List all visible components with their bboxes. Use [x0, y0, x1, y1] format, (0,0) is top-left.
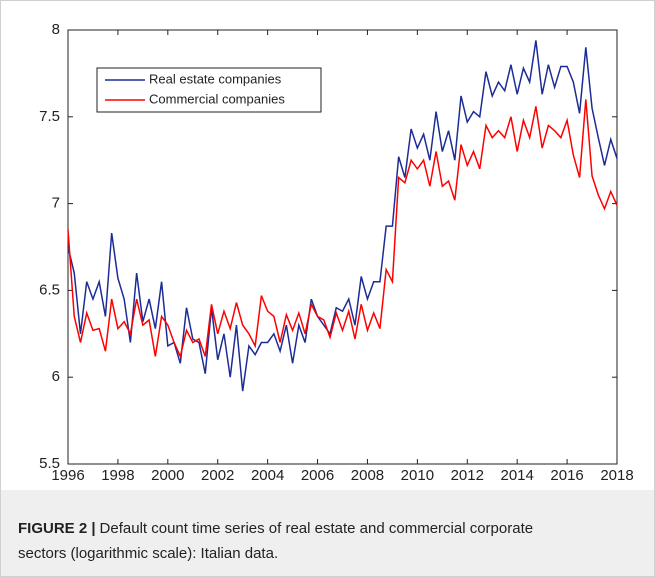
caption-line: Default count time series of real estate…: [100, 520, 534, 537]
legend-box: [96, 67, 322, 113]
legend-label: Commercial companies: [149, 91, 285, 106]
caption-line: sectors (logarithmic scale): Italian dat…: [18, 545, 278, 562]
x-tick-label: 2000: [151, 467, 184, 484]
caption-panel: [1, 490, 654, 576]
x-tick-label: 1998: [101, 467, 134, 484]
y-tick-label: 6.5: [39, 281, 60, 298]
x-tick-label: 1996: [51, 467, 84, 484]
x-tick-label: 2016: [550, 467, 583, 484]
x-tick-label: 2014: [500, 467, 533, 484]
y-tick-label: 8: [52, 21, 60, 38]
y-tick-label: 5.5: [39, 455, 60, 472]
x-tick-label: 2010: [401, 467, 434, 484]
y-tick-label: 7.5: [39, 108, 60, 125]
legend-label: Real estate companies: [149, 71, 282, 86]
caption-label: FIGURE 2 |: [18, 520, 96, 537]
x-tick-label: 2012: [451, 467, 484, 484]
series-line: [67, 40, 618, 392]
x-tick-label: 2018: [600, 467, 633, 484]
series-line: [67, 99, 618, 359]
x-tick-label: 2006: [301, 467, 334, 484]
x-tick-label: 2008: [351, 467, 384, 484]
x-tick-label: 2002: [201, 467, 234, 484]
y-tick-label: 7: [52, 195, 60, 212]
x-tick-label: 2004: [251, 467, 284, 484]
y-tick-label: 6: [52, 368, 60, 385]
plot-area: [67, 29, 618, 465]
caption: FIGURE 2 | Default count time series of r…: [18, 520, 533, 537]
